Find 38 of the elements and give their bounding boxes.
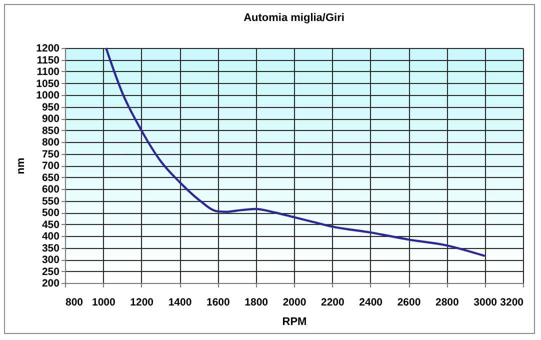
y-tick-label: 950 bbox=[42, 101, 60, 114]
y-tick-label: 700 bbox=[42, 160, 60, 172]
y-tick-label: 1200 bbox=[36, 42, 60, 54]
x-tick-label: 2200 bbox=[320, 296, 345, 308]
y-tick-label: 650 bbox=[42, 172, 60, 184]
y-tick-label: 1000 bbox=[36, 90, 60, 102]
y-tick-label: 350 bbox=[42, 242, 60, 254]
x-tick-label: 2400 bbox=[359, 296, 383, 308]
y-tick-label: 500 bbox=[42, 207, 60, 219]
y-tick-label: 750 bbox=[42, 148, 60, 160]
x-tick-label: 1200 bbox=[130, 296, 154, 308]
y-tick-label: 300 bbox=[42, 254, 60, 266]
x-tick-label: 1000 bbox=[92, 296, 116, 308]
y-tick-label: 1150 bbox=[36, 54, 60, 66]
x-tick-label: 1800 bbox=[244, 296, 268, 308]
x-tick-label: 2800 bbox=[435, 296, 460, 308]
y-tick-label: 200 bbox=[42, 278, 60, 290]
x-tick-label: 3200 bbox=[500, 296, 524, 308]
x-tick-label: 800 bbox=[66, 296, 84, 308]
y-tick-label: 850 bbox=[42, 124, 60, 137]
y-tick-label: 600 bbox=[42, 184, 60, 196]
y-tick-label: 1050 bbox=[36, 78, 60, 90]
y-tick-label: 550 bbox=[42, 195, 60, 208]
x-tick-label: 3000 bbox=[474, 296, 498, 308]
x-tick-label: 2600 bbox=[397, 296, 421, 308]
chart-title: Automia miglia/Giri bbox=[244, 12, 344, 24]
line-series bbox=[104, 46, 486, 258]
y-tick-label: 800 bbox=[42, 136, 60, 148]
x-axis-title: RPM bbox=[282, 316, 307, 328]
y-tick-label: 450 bbox=[42, 218, 60, 231]
x-tick-label: 1600 bbox=[206, 296, 230, 308]
x-tick-label: 1400 bbox=[168, 296, 192, 308]
y-tick-label: 1100 bbox=[36, 66, 60, 78]
y-tick-label: 900 bbox=[42, 113, 60, 125]
y-tick-label: 250 bbox=[42, 266, 60, 278]
y-tick-label: 400 bbox=[42, 230, 60, 242]
x-tick-label: 2000 bbox=[282, 296, 306, 308]
y-axis-title: nm bbox=[15, 158, 28, 174]
